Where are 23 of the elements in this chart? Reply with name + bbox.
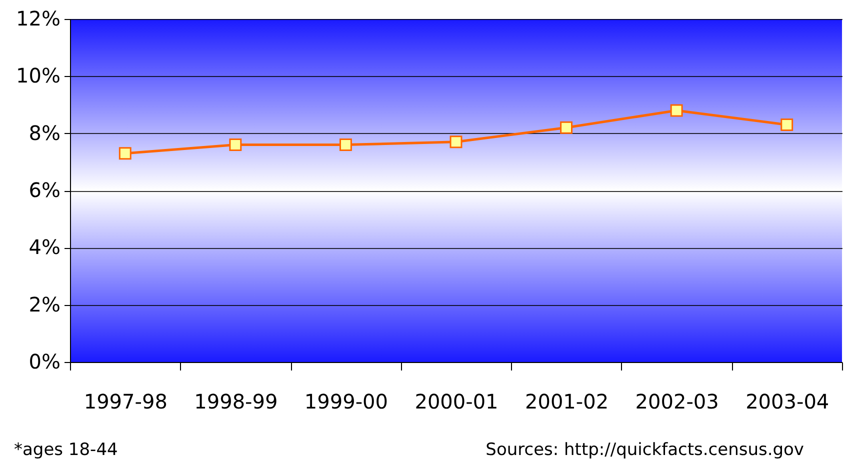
point — [229, 138, 242, 151]
point — [118, 147, 132, 160]
point — [780, 118, 794, 131]
point — [560, 121, 573, 134]
y-tick-label: 8% — [28, 120, 60, 145]
y-tick-label: 10% — [16, 64, 60, 88]
x-tick-label: 2001-02 — [524, 390, 609, 414]
y-tick-label: 12% — [16, 6, 60, 30]
y-tick-label: 0% — [28, 350, 60, 374]
x-tick-label: 2000-01 — [414, 390, 498, 414]
x-tick-label: 2003-04 — [746, 390, 830, 414]
y-tick-label: 4% — [28, 235, 60, 260]
text: *ages 18-44 — [14, 440, 118, 460]
x-tick-label: 1998-99 — [194, 390, 278, 414]
y-tick-label: 6% — [28, 178, 60, 202]
y-tick-label: 2% — [28, 292, 60, 316]
source-note: Sources: http://quickfacts.census.gov — [486, 440, 804, 460]
point — [450, 136, 462, 148]
x-tick-label: 2002-03 — [635, 390, 719, 414]
x-tick-label: 1999-00 — [304, 390, 388, 414]
x-tick-label: 1997-98 — [84, 390, 168, 414]
point — [339, 138, 352, 151]
point — [670, 104, 683, 117]
